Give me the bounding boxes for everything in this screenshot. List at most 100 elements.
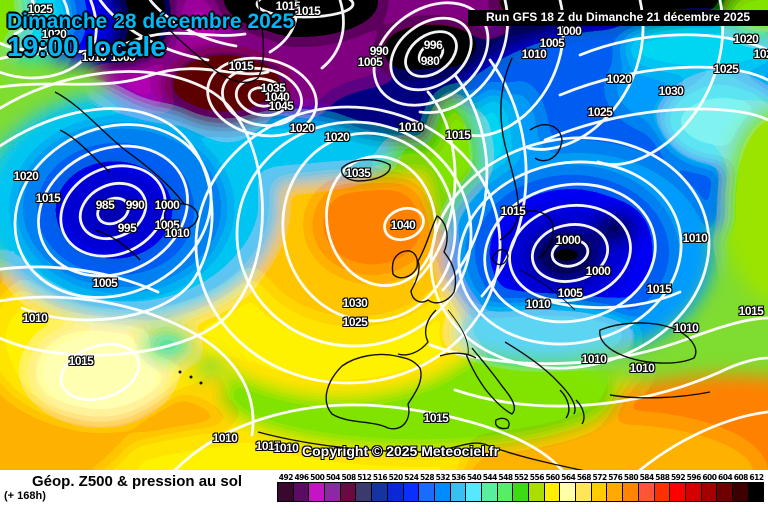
- scale-swatch: [496, 482, 514, 502]
- scale-swatch: [590, 482, 608, 502]
- scale-swatch: [716, 482, 733, 502]
- scale-number: 500: [310, 473, 325, 482]
- scale-number: 600: [702, 473, 717, 482]
- pressure-label: 1005: [154, 218, 180, 232]
- scale-number: 572: [592, 473, 608, 482]
- scale-number: 588: [655, 473, 670, 482]
- pressure-label: 1010: [521, 47, 547, 61]
- scale-swatch: [606, 482, 624, 502]
- pressure-label: 1035: [345, 166, 371, 180]
- pressure-label: 1015: [35, 191, 61, 205]
- scale-number: 512: [357, 473, 372, 482]
- scale-swatch: [386, 482, 404, 502]
- scale-cell: 592: [669, 473, 686, 502]
- pressure-label: 980: [420, 54, 440, 68]
- run-info-bar: Run GFS 18 Z du Dimanche 21 décembre 202…: [468, 10, 768, 26]
- scale-swatch: [292, 482, 310, 502]
- scale-cell: 540: [465, 473, 482, 502]
- pressure-label: 1020: [733, 32, 759, 46]
- scale-number: 536: [451, 473, 466, 482]
- pressure-label: 1015: [738, 304, 764, 318]
- scale-swatch: [324, 482, 341, 502]
- pressure-label: 1010: [164, 226, 190, 240]
- scale-cell: 536: [449, 473, 467, 502]
- coastlines: [54, 0, 711, 470]
- scale-swatch: [622, 482, 639, 502]
- scale-swatch: [465, 482, 482, 502]
- scale-cell: 608: [731, 473, 749, 502]
- scale-number: 492: [278, 473, 294, 482]
- scale-cell: 568: [575, 473, 592, 502]
- pressure-labels-layer: 1025 1015 1015 1020 1010 1000 1000 1005 1010 1020…: [14, 0, 768, 455]
- scale-swatch: [731, 482, 749, 502]
- pressure-label: 1015: [255, 439, 281, 453]
- scale-cell: 556: [528, 473, 545, 502]
- pressure-label: 1015: [295, 4, 321, 18]
- pressure-label: 1010: [22, 311, 48, 325]
- map-graphic: [0, 0, 768, 470]
- scale-swatch: [371, 482, 388, 502]
- scale-number: 528: [419, 473, 435, 482]
- scale-cell: 544: [480, 473, 498, 502]
- pressure-label: 1025: [753, 47, 768, 61]
- pressure-label: 1015: [646, 282, 672, 296]
- pressure-label: 1010: [682, 231, 708, 245]
- isobar-contours: [0, 0, 768, 470]
- scale-number: 532: [435, 473, 451, 482]
- pressure-label: 1000: [556, 24, 582, 38]
- pressure-label: 1015: [228, 59, 254, 73]
- scale-cell: 552: [512, 473, 529, 502]
- pressure-label: 990: [369, 44, 389, 58]
- map-canvas: 1025 1015 1015 1020 1010 1000 1000 1005 1010 1020…: [0, 0, 768, 470]
- pressure-label: 1005: [92, 276, 118, 290]
- pressure-label: 1025: [27, 2, 53, 16]
- scale-swatch: [669, 482, 686, 502]
- pressure-label: 1025: [342, 315, 368, 329]
- color-scale: 492 496 500 504 508 512 516 520 524 528 532 536 540 5…: [277, 473, 765, 502]
- pressure-label: 1010: [398, 120, 424, 134]
- scale-swatch: [528, 482, 545, 502]
- pressure-label: 1015: [423, 411, 449, 425]
- scale-swatch: [637, 482, 655, 502]
- pressure-label: 996: [423, 38, 443, 52]
- scale-number: 564: [561, 473, 576, 482]
- scale-swatch: [277, 482, 294, 502]
- pressure-label: 1010: [81, 50, 107, 64]
- scale-cell: 492: [277, 473, 294, 502]
- copyright-label: Copyright © 2025 Meteociel.fr: [302, 443, 500, 459]
- scale-number: 552: [514, 473, 529, 482]
- scale-number: 516: [372, 473, 388, 482]
- pressure-label: 985: [95, 198, 115, 212]
- scale-number: 508: [341, 473, 357, 482]
- pressure-label: 1015: [500, 204, 526, 218]
- scale-cell: 528: [418, 473, 435, 502]
- scale-number: 568: [576, 473, 592, 482]
- pressure-label: 1005: [557, 286, 583, 300]
- scale-cell: 584: [637, 473, 655, 502]
- pressure-label: 1040: [390, 218, 416, 232]
- scale-cell: 596: [684, 473, 702, 502]
- scale-swatch: [559, 482, 577, 502]
- pressure-label: 995: [117, 221, 137, 235]
- pressure-label: 1030: [658, 84, 684, 98]
- scale-number: 504: [325, 473, 341, 482]
- scale-cell: 572: [590, 473, 608, 502]
- map-title: Géop. Z500 & pression au sol: [32, 473, 243, 490]
- scale-cell: 600: [700, 473, 718, 502]
- scale-swatch: [418, 482, 435, 502]
- scale-swatch: [402, 482, 420, 502]
- pressure-label: 1000: [555, 233, 581, 247]
- scale-cell: 512: [355, 473, 373, 502]
- pressure-label: 1020: [289, 121, 315, 135]
- scale-cell: 504: [324, 473, 341, 502]
- scale-swatch: [308, 482, 326, 502]
- pressure-label: 1015: [275, 0, 301, 13]
- pressure-label: 1025: [713, 62, 739, 76]
- scale-number: 576: [608, 473, 623, 482]
- geopotential-field: [0, 0, 768, 470]
- pressure-label: 1000: [585, 264, 611, 278]
- scale-swatch: [339, 482, 357, 502]
- pressure-label: 1015: [445, 128, 471, 142]
- scale-swatch: [700, 482, 718, 502]
